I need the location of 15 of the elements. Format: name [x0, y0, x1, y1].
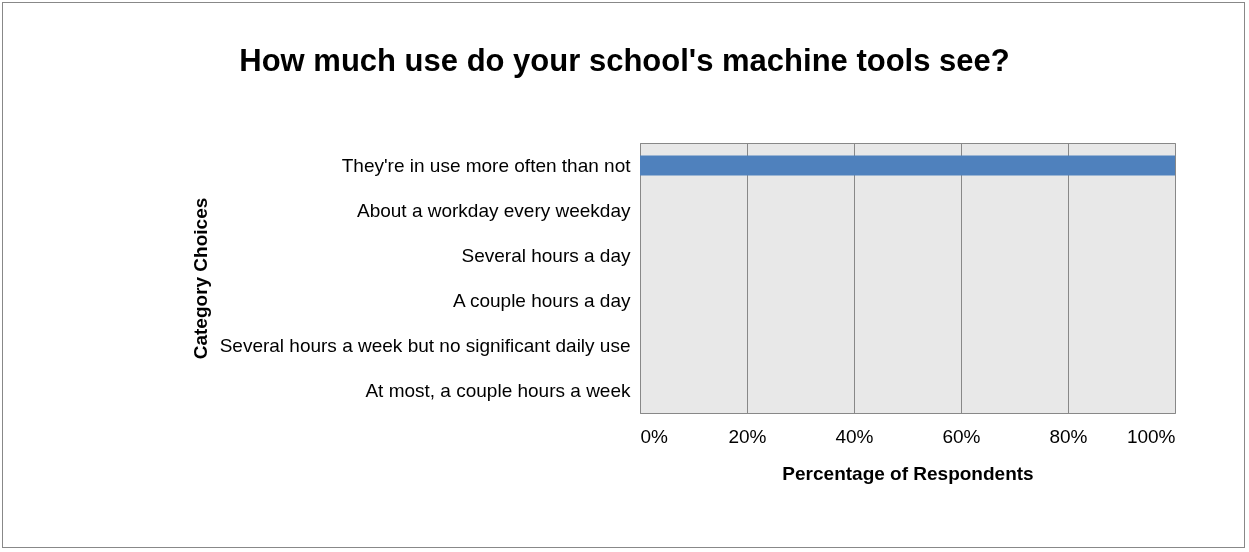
x-tick-label: 60%	[942, 425, 981, 447]
y-tick-label: A couple hours a day	[453, 289, 631, 311]
x-tick-label: 20%	[728, 425, 767, 447]
y-tick-label: About a workday every weekday	[356, 199, 631, 221]
x-tick-label: 40%	[835, 425, 874, 447]
y-tick-label: Several hours a day	[461, 244, 631, 266]
x-axis-title: Percentage of Respondents	[782, 462, 1034, 484]
y-tick-label: Several hours a week but no significant daily use	[219, 334, 631, 356]
y-tick-label: At most, a couple hours a week	[365, 379, 631, 401]
x-tick-label: 80%	[1049, 425, 1088, 447]
y-tick-label: They're in use more often than not	[341, 154, 632, 176]
y-axis-title: Category Choices	[189, 197, 211, 360]
chart-title: How much use do your school's machine tools see?	[239, 43, 1010, 78]
x-tick-label: 100%	[1126, 425, 1176, 447]
x-tick-label: 0%	[640, 425, 669, 447]
